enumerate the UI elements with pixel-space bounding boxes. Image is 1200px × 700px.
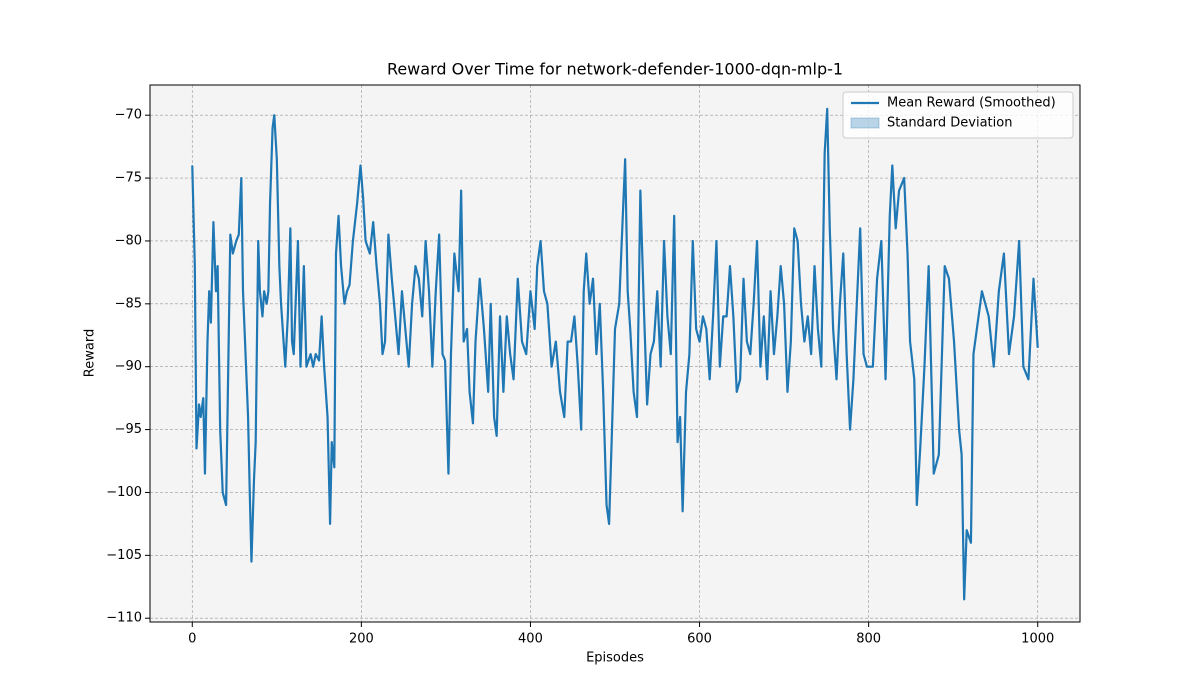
x-tick-label: 800 (856, 632, 881, 647)
y-tick-label: −110 (106, 611, 142, 626)
x-tick-label: 0 (188, 632, 196, 647)
legend-swatch (850, 117, 880, 129)
legend-label: Standard Deviation (887, 116, 1012, 131)
y-tick-label: −85 (115, 296, 142, 311)
y-tick-label: −95 (115, 422, 142, 437)
y-tick-label: −80 (115, 233, 142, 248)
x-axis-label: Episodes (586, 651, 644, 666)
y-tick-label: −75 (115, 171, 142, 186)
y-tick-label: −90 (115, 359, 142, 374)
x-tick-label: 1000 (1021, 632, 1054, 647)
x-tick-label: 400 (518, 632, 543, 647)
legend-box (842, 91, 1074, 139)
y-tick-label: −100 (106, 485, 142, 500)
x-tick-label: 600 (687, 632, 712, 647)
legend-label: Mean Reward (Smoothed) (887, 96, 1056, 111)
chart-title: Reward Over Time for network-defender-10… (387, 60, 843, 79)
y-axis-label: Reward (83, 329, 98, 377)
y-tick-label: −70 (115, 108, 142, 123)
x-tick-label: 200 (349, 632, 374, 647)
y-tick-label: −105 (106, 548, 142, 563)
plot-frame (149, 84, 1081, 623)
data-line (191, 107, 1039, 601)
